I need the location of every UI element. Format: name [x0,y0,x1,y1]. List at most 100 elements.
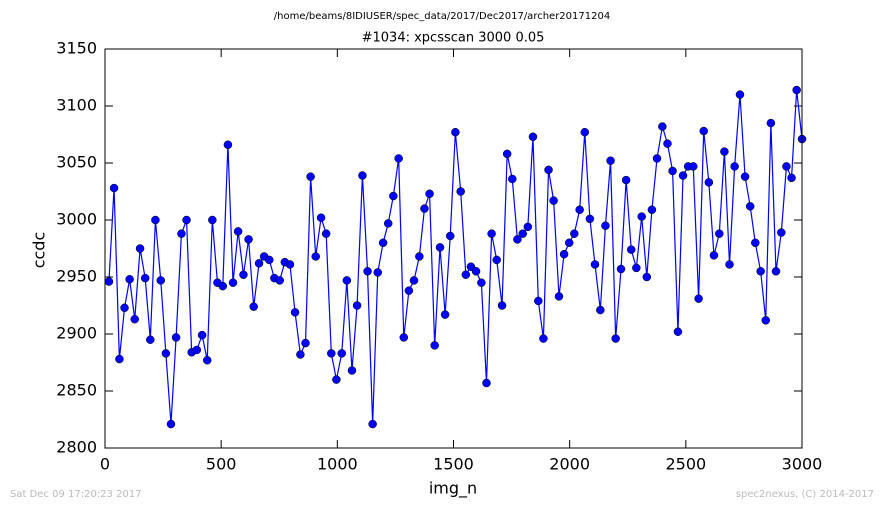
data-point [590,260,600,269]
data-point [420,204,429,213]
data-point [544,165,553,175]
x-tick-label: 1000 [317,455,358,474]
data-point [787,173,796,183]
data-point [745,202,755,211]
data-point [244,235,253,244]
y-tick-label: 3150 [56,39,97,58]
data-point [306,172,315,181]
data-point [601,221,610,230]
data-point [735,90,745,99]
data-point [596,305,605,315]
data-point [766,118,776,128]
data-point [327,349,336,358]
suptitle: /home/beams/8IDIUSER/spec_data/2017/Dec2… [274,11,610,22]
data-point [477,278,486,287]
data-point [704,178,714,187]
data-point [782,162,791,171]
data-point [301,338,310,348]
data-point [637,212,646,221]
data-point [182,215,191,225]
data-point [482,378,491,388]
data-point [487,229,496,238]
data-point [208,215,217,225]
x-tick-label: 2500 [665,455,706,474]
data-point [389,191,398,201]
data-point [549,196,558,205]
data-point [352,301,362,310]
data-point [285,260,295,269]
data-point [358,171,367,180]
y-tick-label: 3000 [56,210,97,229]
data-point [239,270,248,279]
chart-title: #1034: xpcsscan 3000 0.05 [362,31,545,46]
data-point [451,127,460,137]
data-point [202,355,212,365]
data-point [233,227,243,236]
x-tick-label: 500 [206,455,237,474]
data-point [792,85,801,95]
data-point [539,334,548,343]
data-point [740,172,750,181]
data-point [368,419,377,429]
data-point [492,255,501,265]
data-point [725,260,734,269]
data-point [606,156,615,165]
data-point [534,296,543,306]
data-point [249,302,258,311]
data-point [192,345,202,355]
data-point [415,252,424,261]
data-point [166,419,176,429]
data-point [611,334,620,343]
x-axis-label: img_n [429,479,477,499]
data-point [151,215,160,225]
data-point [316,213,326,222]
footer-date: Sat Dec 09 17:20:23 2017 [10,489,142,500]
data-point [751,238,760,248]
data-point [694,294,703,303]
data-point [394,154,403,163]
data-point [440,310,450,319]
x-tick-label: 0 [100,455,110,474]
data-point [383,219,393,228]
data-point [678,171,688,180]
data-point [171,333,181,342]
data-point [585,214,595,224]
data-point [523,222,533,232]
data-point [642,272,652,282]
data-point [647,205,657,214]
data-point [135,244,145,253]
data-point [296,350,305,359]
data-point [104,277,114,286]
data-point [435,243,445,252]
data-point [363,267,372,276]
data-point [673,327,683,336]
data-point [321,229,331,238]
data-point [146,335,155,344]
data-point [668,166,677,176]
x-tick-label: 2000 [549,455,590,474]
data-point [218,281,228,291]
data-point [409,276,419,285]
data-point [621,175,631,185]
y-tick-label: 3050 [56,153,97,172]
data-point [616,264,626,274]
data-point [120,303,129,313]
data-point [430,341,439,350]
data-point [290,308,300,317]
data-point [228,278,238,287]
data-point [777,228,786,237]
data-point [130,314,139,324]
data-point [461,270,471,279]
data-point [254,259,264,268]
series-line [108,89,803,425]
x-tick-label: 1500 [433,455,474,474]
y-tick-label: 2850 [56,381,97,400]
data-point [761,316,771,325]
data-point [275,276,284,285]
data-point [197,330,207,340]
y-axis-label: ccdc [30,232,49,269]
data-point [404,286,414,295]
data-point [564,238,574,248]
data-point [265,255,274,265]
